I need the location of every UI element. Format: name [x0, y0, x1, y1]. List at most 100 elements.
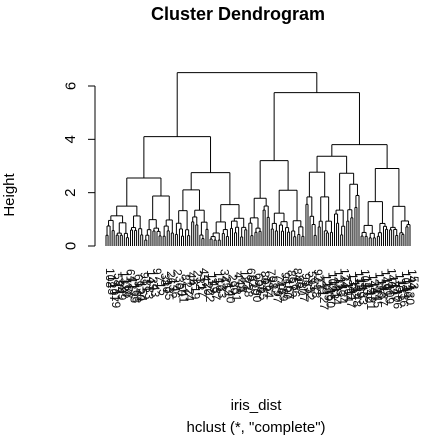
- leaf-label: 129: [354, 278, 368, 298]
- leaf-label: 127: [317, 290, 331, 310]
- leaf-label: 46: [168, 285, 182, 299]
- leaf-label: 73: [313, 276, 327, 290]
- leaf-label: 13: [166, 278, 180, 292]
- leaf-label: 47: [199, 275, 213, 289]
- leaf-label: 72: [268, 283, 282, 297]
- leaf-label: 84: [291, 268, 305, 282]
- leaf-label: 125: [372, 272, 386, 292]
- leaf-label: 123: [105, 275, 119, 295]
- leaf-label: 44: [185, 272, 199, 286]
- leaf-label: 10: [160, 280, 174, 294]
- leaf-label: 43: [148, 284, 162, 298]
- leaf-label: 57: [287, 277, 301, 291]
- leaf-label: 73: [340, 275, 354, 289]
- leaf-label: 107: [107, 282, 121, 302]
- leaf-label: 54: [136, 288, 150, 302]
- leaf-label: 144: [405, 269, 419, 289]
- leaf-label: 147: [389, 282, 403, 302]
- leaf-label: 7: [152, 275, 166, 282]
- leaf-label: 104: [342, 282, 356, 302]
- leaf-label: 32: [193, 277, 207, 291]
- leaf-label: 68: [244, 268, 258, 282]
- leaf-label: 25: [219, 276, 233, 290]
- leaf-label: 134: [336, 284, 350, 304]
- leaf-label: 103: [399, 271, 413, 291]
- leaf-label: 56: [254, 280, 268, 294]
- leaf-label: 115: [334, 277, 348, 296]
- leaf-label: 145: [370, 288, 384, 308]
- leaf-label: 148: [350, 287, 364, 307]
- leaf-label: 139: [321, 281, 335, 301]
- leaf-label: 41: [176, 290, 190, 304]
- leaf-label: 59: [305, 271, 319, 285]
- leaf-label: 31: [229, 288, 243, 302]
- leaf-label: 53: [407, 276, 421, 290]
- leaf-label: 64: [262, 285, 276, 299]
- leaf-label: 81: [140, 279, 154, 293]
- leaf-label: 63: [130, 290, 144, 304]
- leaf-label: 110: [393, 273, 407, 292]
- leaf-label: 89: [276, 288, 290, 302]
- leaf-label: 71: [315, 283, 329, 297]
- leaf-label: 90: [250, 289, 264, 303]
- leaf-label: 23: [240, 277, 254, 291]
- leaf-label: 79: [264, 269, 278, 283]
- leaf-label: 126: [401, 278, 415, 298]
- leaf-label: 33: [215, 285, 229, 299]
- leaf-label: 143: [327, 279, 341, 299]
- leaf-label: 135: [127, 283, 141, 303]
- leaf-label: 105: [358, 269, 372, 289]
- leaf-label: 76: [274, 281, 288, 295]
- leaf-label: 91: [138, 272, 152, 286]
- leaf-label: 112: [348, 280, 362, 299]
- leaf-label: 137: [376, 286, 390, 306]
- leaf-label: 97: [270, 290, 284, 304]
- leaf-label: 58: [111, 273, 125, 287]
- leaf-label: 40: [223, 290, 237, 304]
- leaf-label: 82: [246, 275, 260, 289]
- leaf-label: 132: [117, 271, 131, 291]
- leaf-label: 138: [346, 273, 360, 293]
- chart-title: Cluster Dendrogram: [151, 4, 325, 24]
- leaf-label: 113: [360, 276, 374, 295]
- leaf-label: 29: [225, 274, 239, 288]
- leaf-label: 111: [352, 271, 366, 290]
- sub-label: hclust (*, "complete"): [186, 419, 325, 436]
- leaf-label: 99: [115, 287, 129, 301]
- leaf-label: 70: [248, 282, 262, 296]
- leaf-label: 65: [256, 287, 270, 301]
- dendrogram-links: [105, 72, 411, 246]
- leaf-label: 67: [283, 286, 297, 300]
- leaf-label: 45: [197, 268, 211, 282]
- leaf-label: 19: [189, 286, 203, 300]
- leaf-label: 141: [368, 281, 382, 301]
- leaf-label: 142: [387, 275, 401, 295]
- leaf-label: 133: [356, 285, 370, 305]
- leaf-label: 130: [403, 285, 417, 305]
- leaf-label: 92: [311, 269, 325, 283]
- leaf-label: 49: [207, 280, 221, 294]
- leaf-label: 12: [221, 283, 235, 297]
- leaf-label: 27: [181, 281, 195, 295]
- leaf-label: 21: [191, 270, 205, 284]
- leaf-label: 18: [238, 270, 252, 284]
- leaf-label: 22: [203, 289, 217, 303]
- leaf-label: 96: [293, 275, 307, 289]
- leaf-label: 124: [338, 268, 352, 288]
- leaf-label: 77: [297, 289, 311, 303]
- leaf-label: 136: [397, 287, 411, 307]
- leaf-label: 69: [132, 274, 146, 288]
- y-axis: 0 2 4 6: [62, 82, 96, 250]
- leaf-label: 11: [205, 273, 219, 286]
- leaf-label: 114: [329, 286, 343, 305]
- leaf-label: 94: [113, 280, 127, 294]
- leaf-label: 61: [123, 269, 137, 283]
- y-tick-label: 4: [62, 135, 79, 143]
- leaf-label: 146: [385, 268, 399, 288]
- leaf-label: 17: [195, 284, 209, 298]
- leaf-label: 62: [260, 278, 274, 292]
- leaf-label: 37: [209, 287, 223, 301]
- leaf-labels: 1081231071195894991321188861421356369120…: [103, 268, 421, 310]
- leaf-label: 121: [364, 290, 378, 310]
- leaf-label: 74: [272, 274, 286, 288]
